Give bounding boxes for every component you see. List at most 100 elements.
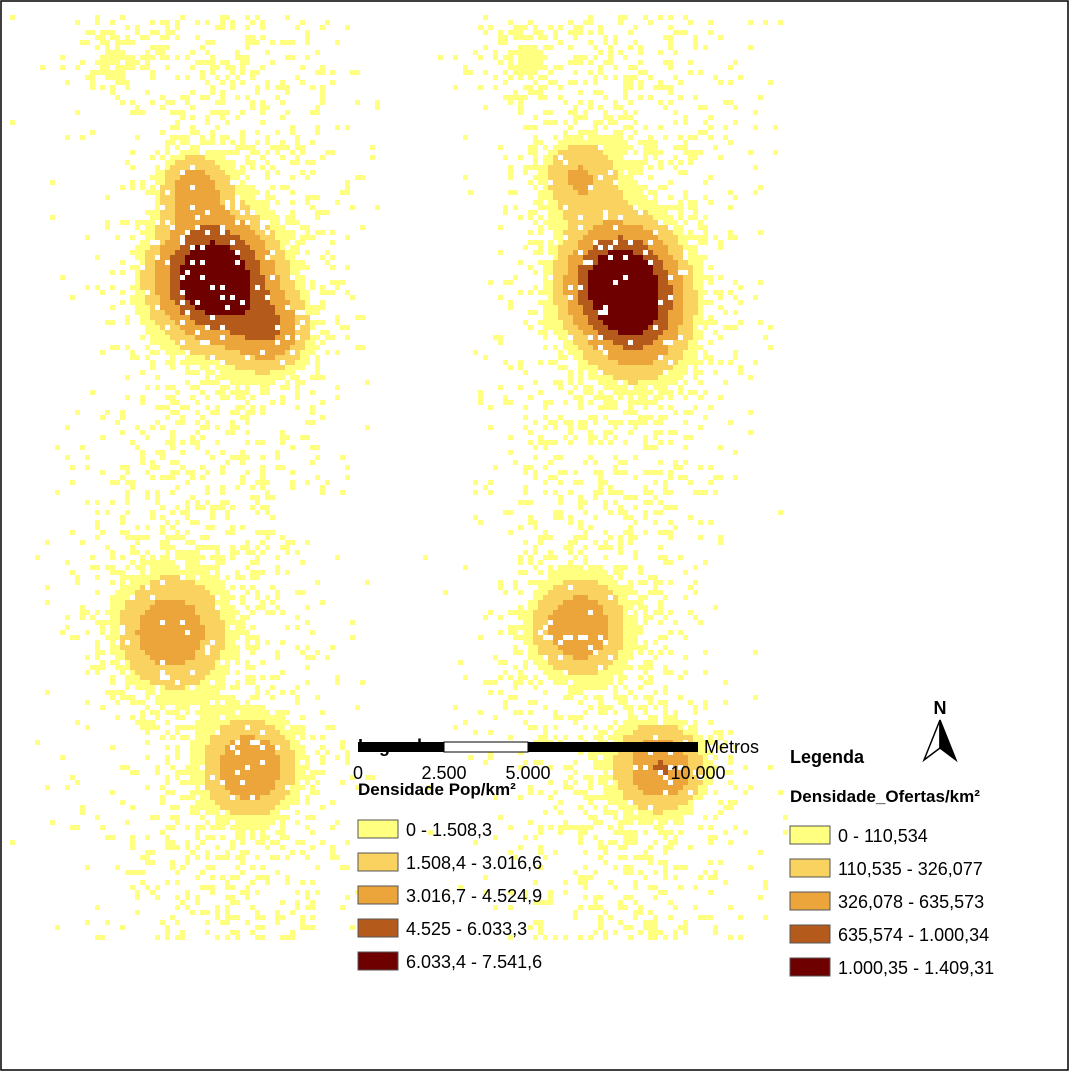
map-cell	[310, 845, 315, 850]
map-cell	[310, 170, 315, 175]
map-cell	[260, 295, 265, 300]
map-cell	[200, 620, 205, 625]
map-cell	[668, 255, 673, 260]
map-cell	[250, 205, 255, 210]
map-cell	[265, 275, 270, 280]
map-cell	[503, 35, 508, 40]
map-cell	[275, 920, 280, 925]
map-cell	[503, 80, 508, 85]
map-cell	[170, 220, 175, 225]
map-cell	[250, 560, 255, 565]
map-cell	[180, 570, 185, 575]
map-cell	[275, 565, 280, 570]
map-cell	[300, 65, 305, 70]
map-cell	[698, 285, 703, 290]
map-cell	[140, 665, 145, 670]
map-cell	[693, 135, 698, 140]
map-cell	[160, 275, 165, 280]
map-cell	[573, 30, 578, 35]
map-cell	[633, 210, 638, 215]
map-cell	[140, 580, 145, 585]
map-cell	[160, 450, 165, 455]
map-cell	[290, 735, 295, 740]
map-cell	[170, 560, 175, 565]
map-cell	[85, 670, 90, 675]
map-cell	[190, 755, 195, 760]
map-cell	[240, 225, 245, 230]
map-cell	[215, 160, 220, 165]
map-cell	[583, 130, 588, 135]
map-cell	[150, 555, 155, 560]
map-cell	[110, 570, 115, 575]
map-cell	[185, 480, 190, 485]
map-cell	[185, 150, 190, 155]
map-cell	[225, 270, 230, 275]
map-cell	[175, 505, 180, 510]
map-cell	[190, 330, 195, 335]
map-cell	[135, 600, 140, 605]
map-cell	[220, 300, 225, 305]
map-cell	[633, 260, 638, 265]
map-cell	[195, 420, 200, 425]
map-cell	[265, 320, 270, 325]
map-cell	[603, 260, 608, 265]
map-cell	[698, 130, 703, 135]
map-cell	[573, 235, 578, 240]
map-cell	[185, 795, 190, 800]
map-cell	[165, 265, 170, 270]
map-cell	[240, 390, 245, 395]
map-cell	[573, 175, 578, 180]
map-cell	[658, 255, 663, 260]
map-cell	[150, 185, 155, 190]
map-cell	[145, 55, 150, 60]
map-cell	[240, 615, 245, 620]
map-cell	[290, 375, 295, 380]
map-cell	[220, 655, 225, 660]
map-cell	[598, 185, 603, 190]
map-cell	[215, 355, 220, 360]
map-cell	[613, 190, 618, 195]
map-cell	[230, 710, 235, 715]
map-cell	[165, 695, 170, 700]
map-cell	[205, 490, 210, 495]
map-cell	[145, 605, 150, 610]
map-cell	[115, 75, 120, 80]
map-cell	[265, 300, 270, 305]
map-cell	[200, 425, 205, 430]
map-cell	[245, 255, 250, 260]
map-cell	[190, 355, 195, 360]
map-cell	[260, 200, 265, 205]
map-cell	[260, 360, 265, 365]
map-cell	[285, 545, 290, 550]
map-cell	[290, 335, 295, 340]
map-cell	[623, 195, 628, 200]
map-cell	[140, 305, 145, 310]
map-cell	[250, 830, 255, 835]
map-cell	[260, 165, 265, 170]
map-cell	[588, 140, 593, 145]
map-cell	[205, 580, 210, 585]
map-cell	[255, 530, 260, 535]
map-cell	[280, 805, 285, 810]
map-cell	[170, 695, 175, 700]
map-cell	[165, 570, 170, 575]
map-cell	[165, 45, 170, 50]
map-cell	[245, 25, 250, 30]
map-cell	[758, 185, 763, 190]
map-cell	[558, 40, 563, 45]
map-cell	[160, 285, 165, 290]
map-cell	[190, 190, 195, 195]
map-cell	[210, 745, 215, 750]
map-cell	[335, 40, 340, 45]
map-cell	[195, 765, 200, 770]
map-cell	[100, 30, 105, 35]
map-cell	[265, 800, 270, 805]
map-cell	[290, 480, 295, 485]
map-cell	[155, 590, 160, 595]
map-cell	[135, 580, 140, 585]
map-cell	[215, 545, 220, 550]
map-cell	[240, 250, 245, 255]
map-cell	[155, 815, 160, 820]
map-cell	[568, 125, 573, 130]
map-cell	[240, 345, 245, 350]
